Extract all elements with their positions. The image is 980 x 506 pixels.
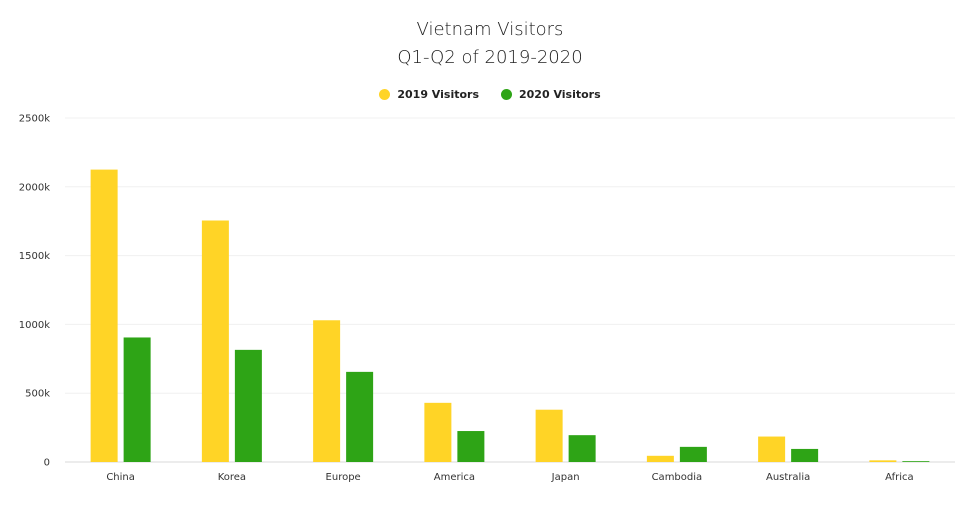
bar-2019-europe (313, 320, 341, 462)
x-tick-label: America (434, 472, 475, 483)
y-tick-label: 2000k (19, 182, 50, 193)
legend-label-2020: 2020 Visitors (519, 88, 601, 101)
y-tick-label: 2500k (19, 114, 50, 125)
bar-2019-australia (758, 436, 786, 462)
bar-2020-australia (791, 448, 819, 462)
legend-label-2019: 2019 Visitors (397, 88, 479, 101)
bar-2019-america (424, 402, 452, 462)
bar-2019-china (90, 169, 118, 462)
x-tick-label: Europe (326, 472, 361, 483)
bar-2019-cambodia (646, 455, 674, 462)
bar-2020-america (457, 431, 485, 462)
chart-subtitle: Q1-Q2 of 2019-2020 (397, 47, 583, 68)
legend-item-2020[interactable]: 2020 Visitors (501, 88, 601, 101)
bar-2019-japan (535, 409, 563, 462)
bar-2019-africa (869, 460, 897, 462)
x-tick-label: Australia (766, 472, 810, 483)
y-tick-label: 1000k (19, 320, 50, 331)
y-tick-label: 1500k (19, 251, 50, 262)
bar-2020-japan (568, 435, 596, 462)
x-tick-label: Africa (885, 472, 914, 483)
legend-marker-2019 (379, 89, 391, 100)
x-tick-label: Korea (218, 472, 246, 483)
chart-title: Vietnam Visitors (416, 19, 564, 40)
y-tick-label: 500k (25, 389, 50, 400)
legend-item-2019[interactable]: 2019 Visitors (379, 88, 479, 101)
x-tick-label: China (106, 472, 135, 483)
bar-2020-china (123, 337, 151, 462)
bar-2020-korea (234, 349, 262, 462)
bar-2020-africa (902, 461, 930, 462)
y-tick-label: 0 (44, 458, 50, 469)
legend-marker-2020 (501, 89, 512, 100)
bar-2020-cambodia (679, 446, 707, 462)
legend: 2019 Visitors 2020 Visitors (0, 88, 980, 101)
bar-2019-korea (201, 220, 229, 462)
x-tick-label: Cambodia (652, 472, 703, 483)
x-tick-label: Japan (551, 472, 580, 483)
bar-2020-europe (346, 371, 374, 462)
